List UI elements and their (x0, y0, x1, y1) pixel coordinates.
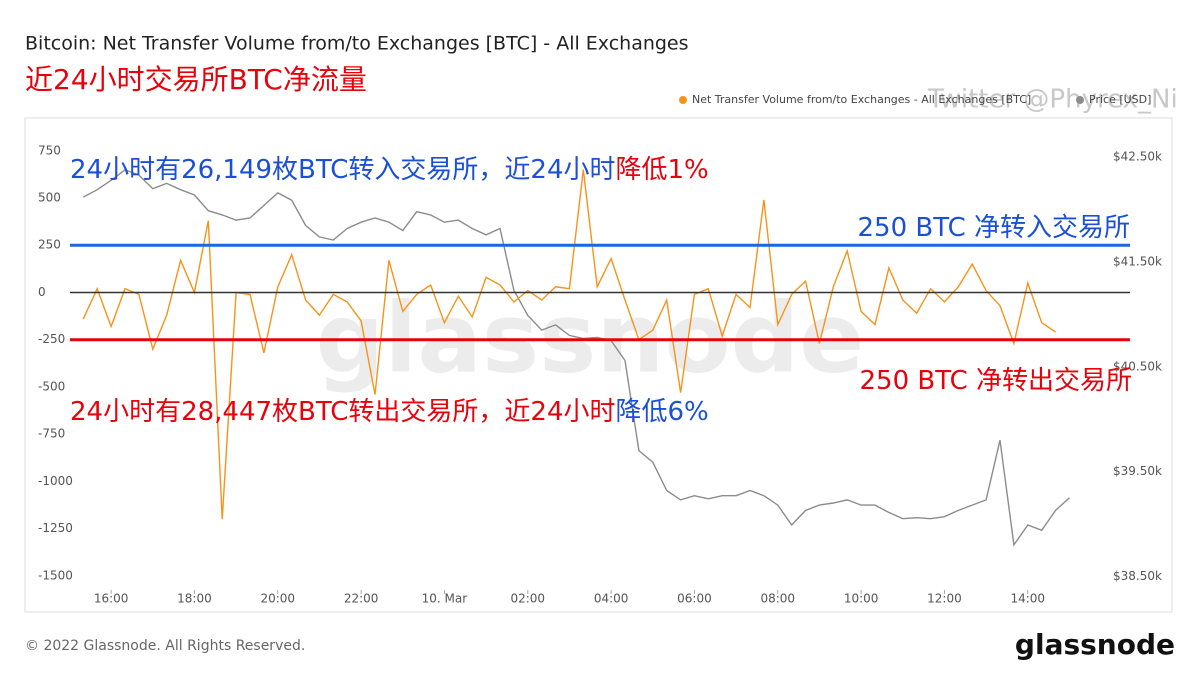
x-tick-label: 10. Mar (422, 592, 468, 606)
y2-tick-label: $38.50k (1113, 569, 1162, 583)
x-tick-label: 12:00 (927, 592, 962, 606)
x-tick-label: 22:00 (344, 592, 379, 606)
annotation: 250 BTC 净转入交易所 (857, 213, 1130, 243)
y-tick-label: -1500 (38, 568, 73, 582)
x-tick-label: 08:00 (760, 592, 795, 606)
legend-swatch (679, 96, 687, 104)
logo: glassnode (1015, 628, 1175, 661)
x-tick-label: 06:00 (677, 592, 712, 606)
y-tick-label: -500 (38, 379, 65, 393)
annotation-part: 降低1% (616, 155, 709, 185)
legend-swatch (1076, 96, 1084, 104)
y2-tick-label: $41.50k (1113, 255, 1162, 269)
annotation-part: 降低6% (616, 397, 709, 427)
y-tick-label: -750 (38, 427, 65, 441)
x-tick-label: 16:00 (94, 592, 129, 606)
annotation-part: 250 BTC 净转出交易所 (859, 366, 1132, 396)
y-tick-label: -250 (38, 332, 65, 346)
x-tick-label: 04:00 (594, 592, 629, 606)
annotation-part: 250 BTC 净转入交易所 (857, 213, 1130, 243)
x-tick-label: 14:00 (1010, 592, 1045, 606)
watermark: Twitter @Phyrex_Ni (927, 85, 1178, 115)
annotation: 24小时有26,149枚BTC转入交易所，近24小时降低1% (70, 155, 709, 185)
y2-tick-label: $39.50k (1113, 464, 1162, 478)
series-line (82, 169, 1056, 520)
y2-tick-label: $42.50k (1113, 150, 1162, 164)
legend-label: Price [USD] (1089, 93, 1151, 106)
y-tick-label: 250 (38, 238, 61, 252)
annotation: 250 BTC 净转出交易所 (859, 366, 1132, 396)
x-tick-label: 20:00 (260, 592, 295, 606)
annotation-part: 24小时有26,149枚BTC转入交易所，近24小时 (70, 155, 616, 185)
series-line (82, 169, 1070, 547)
legend-label: Net Transfer Volume from/to Exchanges - … (692, 93, 1031, 106)
footer: © 2022 Glassnode. All Rights Reserved. (25, 638, 305, 654)
x-tick-label: 18:00 (177, 592, 212, 606)
y-tick-label: -1000 (38, 474, 73, 488)
annotation-part: 24小时有28,447枚BTC转出交易所，近24小时 (70, 397, 616, 427)
y2-tick-label: $40.50k (1113, 359, 1162, 373)
x-tick-label: 02:00 (510, 592, 545, 606)
y-tick-label: -1250 (38, 521, 73, 535)
chart-frame (24, 117, 1173, 613)
annotation: 24小时有28,447枚BTC转出交易所，近24小时降低6% (70, 397, 709, 427)
chart-title: Bitcoin: Net Transfer Volume from/to Exc… (25, 33, 689, 55)
y-tick-label: 750 (38, 143, 61, 157)
y-tick-label: 0 (38, 285, 46, 299)
chart-subtitle: 近24小时交易所BTC净流量 (25, 63, 367, 96)
y-tick-label: 500 (38, 191, 61, 205)
x-tick-label: 10:00 (844, 592, 879, 606)
